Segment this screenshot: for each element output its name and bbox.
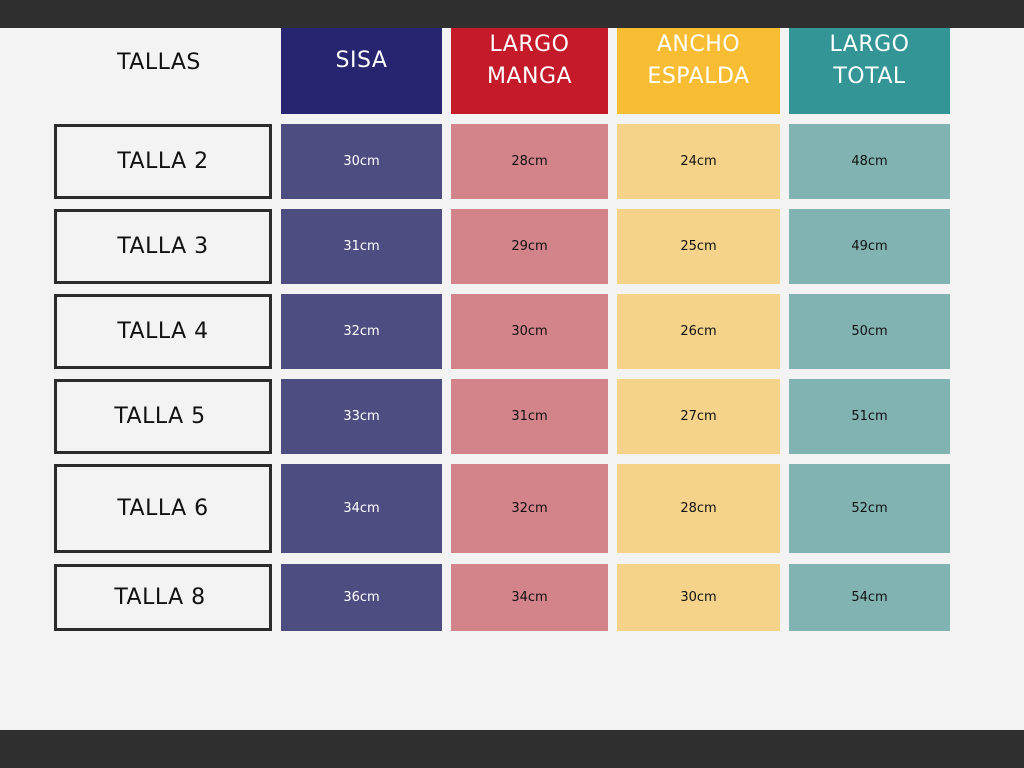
size-label-box: TALLA 5	[54, 379, 272, 454]
cell-value: 51cm	[851, 409, 888, 424]
cell-value: 30cm	[680, 590, 717, 605]
cell-largo-manga: 34cm	[451, 564, 608, 631]
cell-sisa: 30cm	[281, 124, 442, 199]
cell-value: 34cm	[511, 590, 548, 605]
cell-value: 36cm	[343, 590, 380, 605]
cell-value: 26cm	[680, 324, 717, 339]
header-largo-manga-label: LARGO MANGA	[486, 32, 573, 89]
cell-value: 50cm	[851, 324, 888, 339]
size-label: TALLA 2	[117, 149, 209, 174]
cell-largo-manga: 30cm	[451, 294, 608, 369]
header-ancho-espalda-label: ANCHO ESPALDA	[647, 32, 750, 89]
cell-largo-total: 54cm	[789, 564, 950, 631]
cell-value: 28cm	[511, 154, 548, 169]
cell-value: 54cm	[851, 590, 888, 605]
header-largo-manga: LARGO MANGA	[451, 28, 608, 114]
header-ancho-espalda: ANCHO ESPALDA	[617, 28, 780, 114]
cell-ancho-espalda: 26cm	[617, 294, 780, 369]
size-label: TALLA 3	[117, 234, 209, 259]
cell-ancho-espalda: 28cm	[617, 464, 780, 553]
cell-value: 31cm	[343, 239, 380, 254]
cell-largo-total: 50cm	[789, 294, 950, 369]
cell-value: 31cm	[511, 409, 548, 424]
cell-value: 32cm	[343, 324, 380, 339]
cell-ancho-espalda: 24cm	[617, 124, 780, 199]
cell-value: 30cm	[511, 324, 548, 339]
cell-value: 48cm	[851, 154, 888, 169]
header-sisa-label: SISA	[335, 48, 388, 73]
cell-value: 52cm	[851, 501, 888, 516]
cell-value: 28cm	[680, 501, 717, 516]
size-label-box: TALLA 4	[54, 294, 272, 369]
header-sisa: SISA	[281, 28, 442, 114]
cell-largo-manga: 31cm	[451, 379, 608, 454]
header-largo-total: LARGO TOTAL	[789, 28, 950, 114]
cell-largo-total: 51cm	[789, 379, 950, 454]
size-label-box: TALLA 8	[54, 564, 272, 631]
cell-value: 24cm	[680, 154, 717, 169]
cell-value: 30cm	[343, 154, 380, 169]
cell-largo-manga: 32cm	[451, 464, 608, 553]
top-bar	[0, 0, 1024, 28]
bottom-bar	[0, 730, 1024, 768]
size-label: TALLA 5	[114, 404, 206, 429]
size-label: TALLA 6	[117, 496, 209, 521]
cell-value: 29cm	[511, 239, 548, 254]
cell-value: 25cm	[680, 239, 717, 254]
cell-largo-total: 49cm	[789, 209, 950, 284]
cell-sisa: 34cm	[281, 464, 442, 553]
cell-sisa: 33cm	[281, 379, 442, 454]
cell-ancho-espalda: 27cm	[617, 379, 780, 454]
cell-sisa: 31cm	[281, 209, 442, 284]
cell-value: 32cm	[511, 501, 548, 516]
cell-ancho-espalda: 30cm	[617, 564, 780, 631]
size-label-box: TALLA 6	[54, 464, 272, 553]
cell-sisa: 32cm	[281, 294, 442, 369]
cell-value: 34cm	[343, 501, 380, 516]
cell-sisa: 36cm	[281, 564, 442, 631]
size-label: TALLA 8	[114, 585, 206, 610]
cell-value: 49cm	[851, 239, 888, 254]
cell-largo-manga: 29cm	[451, 209, 608, 284]
header-largo-total-label: LARGO TOTAL	[829, 32, 910, 89]
cell-largo-total: 48cm	[789, 124, 950, 199]
cell-ancho-espalda: 25cm	[617, 209, 780, 284]
cell-largo-total: 52cm	[789, 464, 950, 553]
size-label-box: TALLA 3	[54, 209, 272, 284]
cell-largo-manga: 28cm	[451, 124, 608, 199]
size-label-box: TALLA 2	[54, 124, 272, 199]
cell-value: 33cm	[343, 409, 380, 424]
size-label: TALLA 4	[117, 319, 209, 344]
sizes-heading: TALLAS	[117, 49, 201, 75]
cell-value: 27cm	[680, 409, 717, 424]
